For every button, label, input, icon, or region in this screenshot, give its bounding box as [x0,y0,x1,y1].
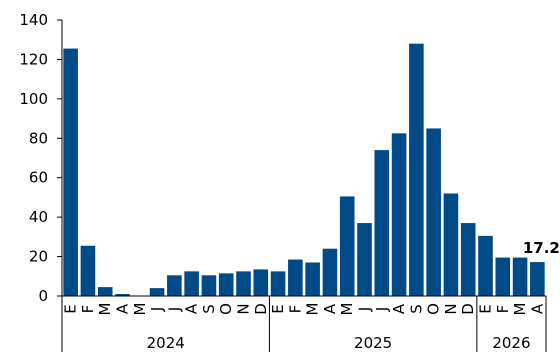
x-tick-label: F [494,305,512,314]
x-tick-label: A [114,303,132,314]
bar [253,269,269,296]
y-tick-label: 80 [29,129,48,147]
bar [495,257,511,296]
x-tick-label: A [528,303,546,314]
x-tick-label: M [96,303,114,316]
x-tick-label: D [459,303,477,315]
x-tick-label: J [373,307,391,312]
axes-group [57,19,547,352]
bar [288,259,303,296]
bar [184,271,199,296]
x-tick-label: E [62,304,80,313]
y-tick-label: 120 [19,50,48,68]
x-tick-label: M [511,303,529,316]
y-tick-label: 0 [38,287,48,305]
x-tick-label: N [442,303,460,314]
bar [443,193,459,296]
x-tick-label: F [286,305,304,314]
bars-group [63,43,545,297]
x-tick-label: E [477,304,495,313]
bar [460,223,476,296]
x-tick-label: N [235,303,253,314]
y-tick-label: 100 [19,90,48,108]
bar [426,128,441,296]
bar [63,48,78,297]
x-tick-label: F [79,305,97,314]
x-tick-label: D [252,303,270,315]
bar [305,262,320,296]
bar [149,288,165,296]
y-tick-label: 40 [29,208,48,226]
x-tick-label: M [131,303,149,316]
bar [357,223,372,296]
x-tick-label: S [407,304,425,314]
bar [167,275,182,296]
x-tick-label: J [148,307,166,312]
bar [201,275,217,296]
x-tick-label: A [321,303,339,314]
x-tick-label: O [425,303,443,315]
x-tick-label: M [304,303,322,316]
bar [236,271,251,296]
x-tick-label: J [356,307,374,312]
bar [374,150,390,296]
bar [97,287,113,296]
year-label: 2026 [492,334,530,352]
year-label: 2024 [147,334,185,352]
bar [391,133,407,296]
year-label: 2025 [354,334,392,352]
bar [530,262,545,296]
x-tick-label: M [338,303,356,316]
bar [409,43,424,296]
x-tick-label: J [165,307,183,312]
x-tick-label: A [183,303,201,314]
bar [512,257,528,296]
y-tick-label: 60 [29,169,48,187]
y-tick-label: 140 [19,11,48,29]
bar [80,245,96,296]
x-tick-label: E [269,304,287,313]
y-tick-label: 20 [29,248,48,266]
data-label: 17.2 [523,239,560,257]
bar [339,196,355,296]
bar [478,235,493,296]
bar [322,248,338,296]
x-tick-label: A [390,303,408,314]
x-tick-label: S [200,304,218,314]
bar [270,271,286,296]
bar [218,273,234,296]
bar [115,294,130,296]
x-tick-label: O [217,303,235,315]
